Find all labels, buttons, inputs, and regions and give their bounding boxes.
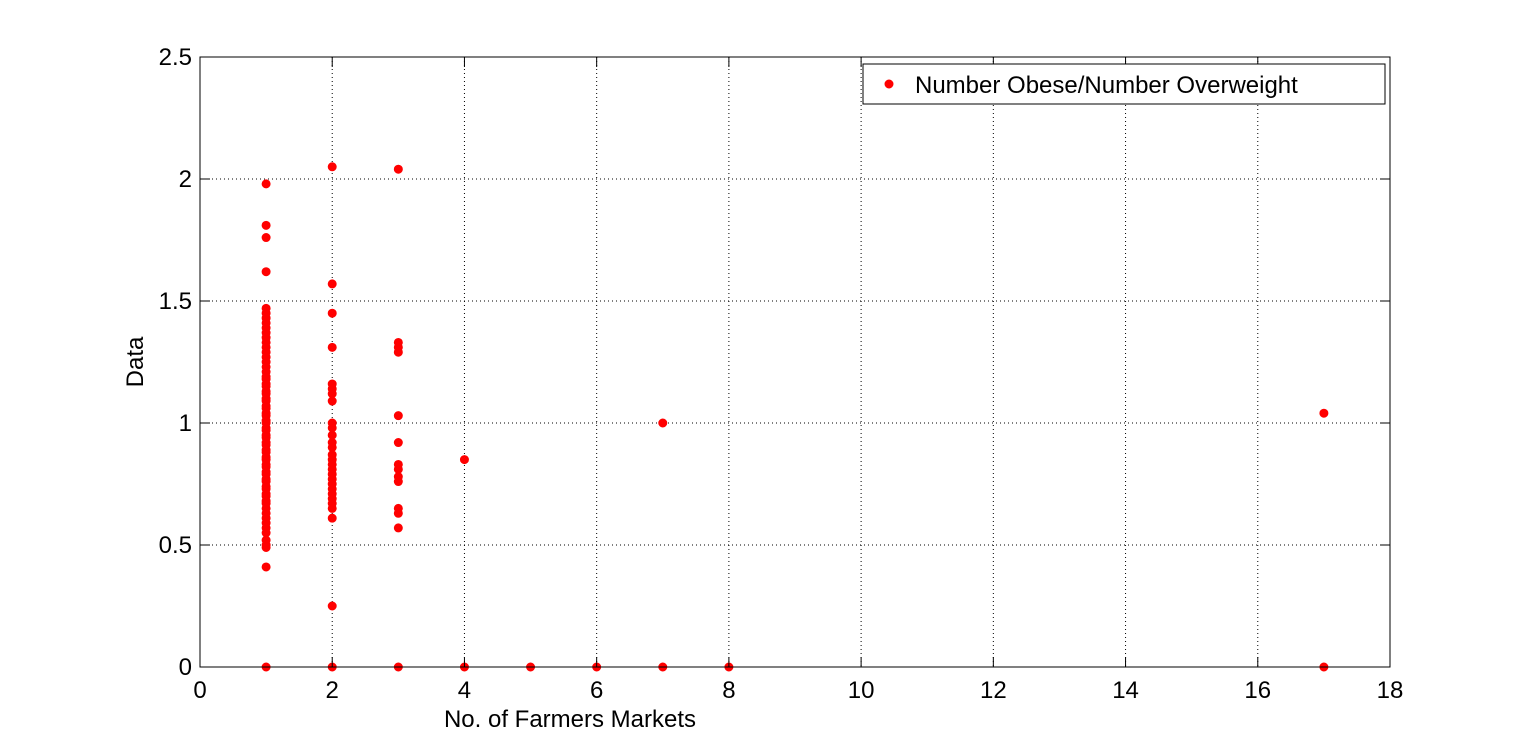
data-point	[327, 430, 337, 440]
data-point	[658, 418, 668, 428]
y-tick-label: 1	[179, 410, 192, 437]
y-tick-label: 2.5	[159, 44, 192, 71]
data-point	[327, 513, 337, 523]
data-point	[1319, 408, 1329, 418]
y-axis-label: Data	[122, 336, 149, 387]
data-point	[261, 267, 271, 277]
data-point	[327, 503, 337, 513]
x-tick-label: 2	[326, 677, 339, 704]
data-point	[459, 455, 469, 465]
axis-ticks	[199, 56, 1391, 668]
y-tick-label: 2	[179, 166, 192, 193]
y-tick-label: 0.5	[159, 532, 192, 559]
plot-frame	[199, 56, 1391, 668]
legend: Number Obese/Number Overweight	[862, 63, 1386, 105]
x-tick-label: 4	[458, 677, 471, 704]
y-tick-label: 0	[179, 654, 192, 681]
legend-box	[862, 63, 1386, 105]
data-point	[327, 601, 337, 611]
x-axis-label: No. of Farmers Markets	[444, 706, 696, 733]
data-point	[327, 162, 337, 172]
grid-lines	[200, 57, 1390, 667]
data-point	[327, 423, 337, 433]
x-tick-label: 12	[980, 677, 1007, 704]
data-point	[393, 164, 403, 174]
x-tick-label: 18	[1377, 677, 1404, 704]
data-point	[393, 347, 403, 357]
data-point	[261, 220, 271, 230]
data-points	[261, 162, 1329, 672]
data-point	[393, 464, 403, 474]
data-point	[261, 233, 271, 243]
legend-entry-label: Number Obese/Number Overweight	[915, 72, 1298, 99]
data-point	[327, 342, 337, 352]
data-point	[261, 528, 271, 538]
data-point	[393, 523, 403, 533]
x-tick-label: 8	[722, 677, 735, 704]
data-point	[393, 477, 403, 487]
legend-marker	[884, 79, 894, 89]
x-tick-label: 14	[1112, 677, 1139, 704]
y-tick-labels: 0 0.5 1 1.5 2 2.5	[159, 44, 192, 681]
data-point	[327, 389, 337, 399]
data-point	[261, 562, 271, 572]
x-tick-label: 6	[590, 677, 603, 704]
data-point	[261, 542, 271, 552]
data-point	[327, 308, 337, 318]
x-tick-label: 0	[193, 677, 206, 704]
data-point	[393, 438, 403, 448]
x-tick-label: 10	[848, 677, 875, 704]
data-point	[327, 396, 337, 406]
data-point	[393, 508, 403, 518]
x-tick-labels: 0 2 4 6 8 10 12 14 16 18	[193, 677, 1403, 704]
data-point	[327, 442, 337, 452]
data-point	[327, 279, 337, 289]
x-tick-label: 16	[1244, 677, 1271, 704]
data-point	[393, 411, 403, 421]
data-point	[261, 179, 271, 189]
y-tick-label: 1.5	[159, 288, 192, 315]
